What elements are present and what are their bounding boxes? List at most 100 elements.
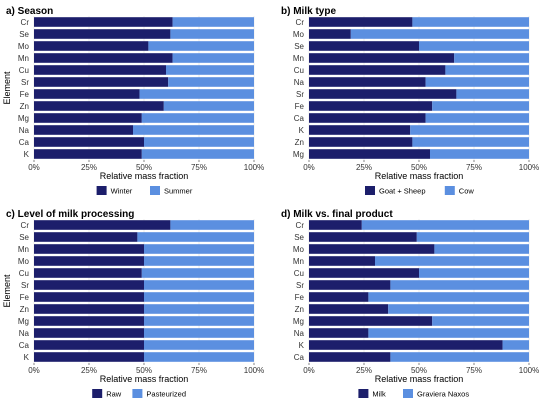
- x-tick-label: 75%: [466, 366, 482, 375]
- legend-swatch: [358, 389, 369, 398]
- legend: Goat + Sheep Cow: [365, 186, 474, 196]
- category-label: Ca: [19, 341, 30, 350]
- bar-milk-mg: [309, 316, 433, 326]
- category-label: Fe: [295, 102, 305, 111]
- bar-winter-na: [34, 125, 133, 135]
- bar-goat-sheep-cr: [309, 17, 413, 27]
- category-label: Fe: [295, 293, 305, 302]
- x-tick-label: 0%: [28, 163, 40, 172]
- panel-title: c) Level of milk processing: [6, 209, 134, 220]
- category-label: K: [24, 150, 30, 159]
- category-label: Ca: [19, 138, 30, 147]
- bar-goat-sheep-mo: [309, 29, 351, 39]
- panel-a-season: a) Season Cr Se Mo Mn Cu Sr Fe Zn Mg Na Ca K 0% 25% 50…: [2, 6, 264, 196]
- bar-winter-cr: [34, 17, 173, 27]
- legend-label: Goat + Sheep: [379, 187, 426, 196]
- legend-swatch: [96, 186, 107, 195]
- bar-graviera-naxos-cr: [361, 220, 529, 230]
- bar-raw-k: [34, 352, 144, 362]
- bar-raw-zn: [34, 304, 144, 314]
- chart-area: Cr Se Mo Mn Cu Sr Fe Zn Mg Na Ca K 0% 25% 50% 75% 100% Wi…: [18, 16, 264, 196]
- bar-pasteurized-fe: [144, 292, 254, 302]
- x-tick-label: 25%: [81, 163, 97, 172]
- bar-goat-sheep-cu: [309, 65, 446, 75]
- bar-winter-mg: [34, 113, 142, 123]
- panel-c-processing: c) Level of milk processing Cr Se Mn Mo Cu Sr…: [2, 209, 264, 399]
- bar-raw-mg: [34, 316, 144, 326]
- panel-title: d) Milk vs. final product: [281, 209, 393, 220]
- x-tick-label: 100%: [244, 366, 264, 375]
- bar-goat-sheep-zn: [309, 137, 413, 147]
- bar-summer-cu: [166, 65, 254, 75]
- bar-graviera-naxos-sr: [390, 280, 529, 290]
- bar-goat-sheep-fe: [309, 101, 433, 111]
- category-label: Na: [294, 78, 305, 87]
- bar-cow-cr: [412, 17, 529, 27]
- bar-winter-mn: [34, 53, 173, 63]
- legend-label: Winter: [111, 187, 133, 196]
- category-label: Ca: [294, 353, 305, 362]
- bar-graviera-naxos-se: [416, 232, 529, 242]
- x-tick-label: 0%: [303, 366, 315, 375]
- bar-pasteurized-sr: [144, 280, 254, 290]
- bar-milk-cr: [309, 220, 362, 230]
- panel-title: b) Milk type: [281, 6, 336, 17]
- bar-graviera-naxos-fe: [368, 292, 529, 302]
- legend: Winter Summer: [96, 186, 193, 196]
- bar-graviera-naxos-ca: [390, 352, 529, 362]
- category-label: Se: [294, 42, 304, 51]
- bar-raw-cr: [34, 220, 171, 230]
- category-label: K: [299, 341, 305, 350]
- bar-graviera-naxos-k: [502, 340, 529, 350]
- bar-milk-cu: [309, 268, 419, 278]
- bar-pasteurized-cu: [141, 268, 254, 278]
- category-label: Se: [294, 233, 304, 242]
- x-tick-label: 50%: [136, 366, 152, 375]
- legend-label: Milk: [372, 390, 386, 399]
- category-label: Mn: [293, 257, 304, 266]
- category-label: Se: [19, 233, 29, 242]
- category-label: Zn: [20, 305, 29, 314]
- bar-summer-mo: [148, 41, 254, 51]
- bar-cow-k: [410, 125, 529, 135]
- bar-milk-mn: [309, 256, 375, 266]
- category-label: Cr: [21, 221, 30, 230]
- x-axis-title: Relative mass fraction: [100, 374, 189, 384]
- category-label: Mn: [18, 54, 29, 63]
- bar-summer-k: [141, 149, 254, 159]
- x-axis-title: Relative mass fraction: [100, 171, 189, 181]
- x-tick-label: 75%: [191, 366, 207, 375]
- category-label: Na: [294, 329, 305, 338]
- legend-label: Raw: [106, 390, 122, 399]
- category-label: Mo: [18, 42, 30, 51]
- bar-cow-se: [419, 41, 529, 51]
- bar-cow-cu: [445, 65, 529, 75]
- bar-cow-mo: [350, 29, 529, 39]
- x-tick-label: 0%: [303, 163, 315, 172]
- element-axis-label: Element: [2, 71, 12, 105]
- category-label: Mn: [293, 54, 304, 63]
- bar-graviera-naxos-cu: [419, 268, 529, 278]
- bar-winter-se: [34, 29, 171, 39]
- bar-cow-mg: [430, 149, 529, 159]
- x-tick-label: 100%: [519, 163, 539, 172]
- x-tick-label: 100%: [244, 163, 264, 172]
- bar-raw-se: [34, 232, 138, 242]
- bar-cow-fe: [432, 101, 529, 111]
- bar-milk-se: [309, 232, 417, 242]
- legend-swatch: [132, 389, 143, 398]
- category-label: Ca: [294, 114, 305, 123]
- bar-milk-sr: [309, 280, 391, 290]
- category-label: Sr: [296, 281, 304, 290]
- bar-summer-fe: [139, 89, 254, 99]
- bar-summer-zn: [163, 101, 254, 111]
- category-label: Zn: [295, 138, 304, 147]
- x-tick-label: 100%: [519, 366, 539, 375]
- category-label: Sr: [21, 281, 29, 290]
- x-tick-label: 25%: [356, 366, 372, 375]
- bar-goat-sheep-k: [309, 125, 411, 135]
- bar-milk-zn: [309, 304, 389, 314]
- panel-b-milk-type: b) Milk type Cr Mo Se Mn Cu Na Sr Fe Ca K Zn Mg 0% 25…: [281, 6, 539, 196]
- x-tick-label: 25%: [81, 366, 97, 375]
